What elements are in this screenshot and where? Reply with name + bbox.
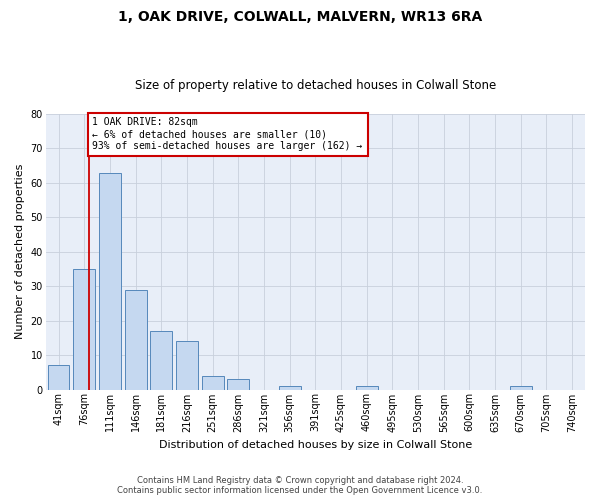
Text: 1, OAK DRIVE, COLWALL, MALVERN, WR13 6RA: 1, OAK DRIVE, COLWALL, MALVERN, WR13 6RA [118, 10, 482, 24]
Bar [202, 376, 224, 390]
Bar [176, 342, 198, 390]
Y-axis label: Number of detached properties: Number of detached properties [15, 164, 25, 340]
Bar [151, 331, 172, 390]
Bar [510, 386, 532, 390]
Bar [73, 269, 95, 390]
X-axis label: Distribution of detached houses by size in Colwall Stone: Distribution of detached houses by size … [159, 440, 472, 450]
Text: Contains HM Land Registry data © Crown copyright and database right 2024.
Contai: Contains HM Land Registry data © Crown c… [118, 476, 482, 495]
Bar [356, 386, 377, 390]
Bar [279, 386, 301, 390]
Bar [125, 290, 146, 390]
Text: 1 OAK DRIVE: 82sqm
← 6% of detached houses are smaller (10)
93% of semi-detached: 1 OAK DRIVE: 82sqm ← 6% of detached hous… [92, 118, 363, 150]
Bar [99, 172, 121, 390]
Bar [47, 366, 70, 390]
Bar [227, 379, 249, 390]
Title: Size of property relative to detached houses in Colwall Stone: Size of property relative to detached ho… [135, 79, 496, 92]
